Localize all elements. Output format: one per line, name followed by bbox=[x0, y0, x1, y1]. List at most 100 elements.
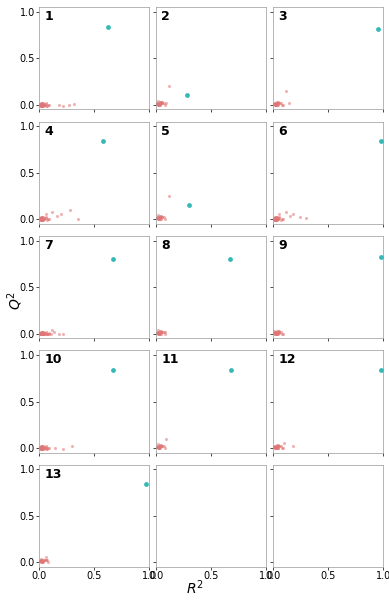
Point bbox=[275, 98, 282, 107]
Point bbox=[154, 214, 160, 223]
Point bbox=[110, 254, 116, 264]
Point bbox=[276, 327, 282, 337]
Point bbox=[156, 329, 162, 338]
Point bbox=[273, 215, 279, 225]
Point bbox=[40, 327, 46, 337]
Point bbox=[276, 209, 282, 219]
Point bbox=[303, 214, 309, 223]
Point bbox=[37, 214, 43, 223]
Point bbox=[273, 442, 279, 452]
Point bbox=[156, 100, 162, 110]
Point bbox=[155, 212, 161, 222]
Point bbox=[38, 442, 44, 452]
Point bbox=[161, 443, 168, 453]
Point bbox=[289, 441, 296, 451]
Point bbox=[37, 328, 43, 337]
Point bbox=[155, 327, 161, 337]
Point bbox=[38, 442, 44, 452]
Point bbox=[41, 329, 47, 338]
Point bbox=[41, 555, 47, 565]
Point bbox=[154, 98, 160, 107]
Point bbox=[276, 214, 282, 223]
Point bbox=[158, 97, 165, 107]
Point bbox=[272, 214, 278, 223]
Point bbox=[40, 214, 46, 224]
Point bbox=[157, 98, 163, 107]
Point bbox=[279, 443, 285, 453]
Point bbox=[274, 98, 280, 107]
Point bbox=[37, 100, 43, 110]
Point bbox=[45, 100, 51, 110]
Point bbox=[40, 212, 46, 222]
Point bbox=[40, 98, 46, 107]
Text: 8: 8 bbox=[161, 239, 170, 252]
Point bbox=[157, 327, 163, 337]
Point bbox=[42, 444, 49, 454]
Point bbox=[156, 214, 162, 223]
Point bbox=[42, 209, 49, 219]
Point bbox=[38, 98, 44, 107]
Point bbox=[155, 325, 161, 335]
Point bbox=[273, 328, 279, 337]
Point bbox=[44, 329, 50, 339]
Point bbox=[37, 443, 43, 453]
Point bbox=[273, 328, 279, 337]
Point bbox=[154, 442, 160, 452]
Point bbox=[158, 329, 165, 338]
Point bbox=[155, 99, 161, 109]
Point bbox=[159, 98, 166, 107]
Point bbox=[39, 444, 46, 454]
Point bbox=[275, 326, 282, 335]
Point bbox=[274, 214, 280, 224]
Point bbox=[271, 328, 277, 337]
Point bbox=[275, 443, 282, 453]
Point bbox=[39, 98, 46, 107]
Point bbox=[41, 328, 47, 337]
Point bbox=[154, 442, 160, 452]
Point bbox=[161, 327, 168, 337]
Point bbox=[71, 99, 77, 109]
Point bbox=[41, 214, 47, 223]
Point bbox=[154, 99, 160, 109]
Point bbox=[39, 101, 46, 110]
Point bbox=[155, 100, 161, 110]
Point bbox=[272, 327, 278, 337]
Point bbox=[38, 329, 44, 339]
Point bbox=[42, 552, 49, 562]
Text: 12: 12 bbox=[279, 353, 296, 367]
Point bbox=[39, 328, 46, 337]
Point bbox=[275, 441, 282, 451]
Point bbox=[157, 328, 163, 337]
Point bbox=[39, 443, 46, 453]
Point bbox=[44, 329, 50, 339]
Point bbox=[51, 327, 58, 337]
Point bbox=[161, 214, 168, 224]
Point bbox=[38, 99, 44, 109]
Point bbox=[271, 215, 277, 225]
Point bbox=[274, 329, 280, 338]
Point bbox=[272, 214, 278, 224]
Point bbox=[45, 443, 51, 453]
Point bbox=[39, 329, 46, 339]
Point bbox=[41, 99, 47, 109]
Point bbox=[155, 211, 161, 220]
Point bbox=[155, 441, 161, 451]
Point bbox=[40, 215, 46, 225]
Point bbox=[39, 557, 46, 567]
Text: $R^2$: $R^2$ bbox=[186, 578, 203, 597]
Point bbox=[275, 214, 282, 223]
Point bbox=[275, 100, 282, 110]
Point bbox=[272, 327, 278, 337]
Point bbox=[37, 214, 43, 223]
Point bbox=[45, 214, 51, 224]
Point bbox=[155, 328, 161, 337]
Point bbox=[166, 82, 172, 91]
Point bbox=[273, 329, 279, 338]
Point bbox=[39, 557, 46, 567]
Point bbox=[39, 444, 46, 454]
Point bbox=[271, 214, 277, 223]
Point bbox=[157, 326, 163, 335]
Point bbox=[38, 214, 44, 223]
Text: 1: 1 bbox=[44, 10, 53, 23]
Point bbox=[40, 557, 46, 566]
